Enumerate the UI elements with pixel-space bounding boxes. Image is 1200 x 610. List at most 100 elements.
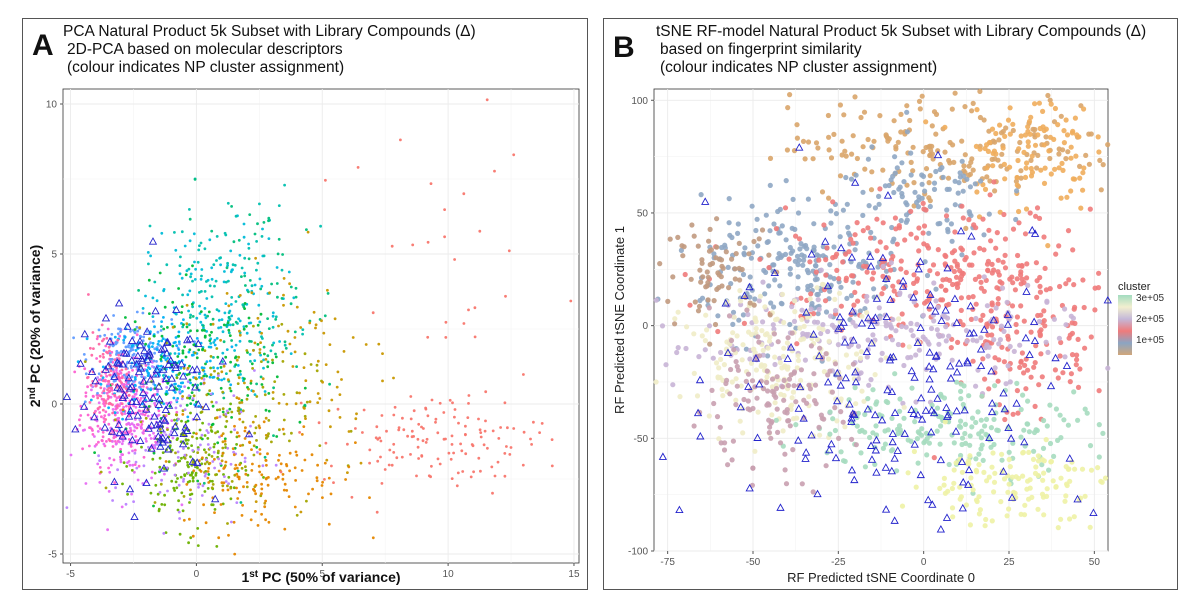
np-point bbox=[1016, 220, 1022, 226]
np-point bbox=[186, 438, 190, 442]
np-point bbox=[931, 186, 938, 192]
np-point bbox=[205, 393, 209, 397]
np-point bbox=[855, 343, 862, 349]
tsne-subtitle-1: based on fingerprint similarity bbox=[660, 41, 862, 58]
np-point bbox=[197, 448, 200, 451]
np-point bbox=[174, 480, 178, 484]
library-compound-marker bbox=[887, 466, 896, 475]
library-compound-marker bbox=[122, 349, 131, 357]
np-point bbox=[209, 323, 213, 326]
np-point bbox=[211, 322, 215, 326]
np-point bbox=[808, 343, 814, 349]
np-point bbox=[714, 244, 720, 250]
np-point bbox=[171, 436, 175, 440]
np-point bbox=[211, 479, 214, 483]
np-point bbox=[737, 288, 743, 294]
np-point bbox=[938, 391, 944, 397]
np-point bbox=[751, 302, 757, 308]
np-point bbox=[221, 410, 225, 414]
np-point bbox=[1018, 434, 1024, 440]
np-point bbox=[84, 394, 88, 398]
np-point bbox=[1013, 216, 1019, 223]
np-point bbox=[268, 291, 271, 295]
np-point bbox=[928, 325, 935, 332]
np-point bbox=[1048, 101, 1054, 107]
np-point bbox=[242, 235, 246, 239]
np-point bbox=[930, 312, 936, 318]
np-point bbox=[992, 139, 998, 145]
library-compound-marker bbox=[161, 374, 171, 382]
np-point bbox=[252, 488, 255, 491]
np-point bbox=[422, 427, 425, 430]
np-point bbox=[757, 256, 763, 262]
np-point bbox=[973, 456, 979, 462]
pca-title: PCA Natural Product 5k Subset with Libra… bbox=[63, 23, 476, 40]
np-point bbox=[329, 425, 332, 429]
np-point bbox=[210, 455, 214, 458]
np-point bbox=[922, 188, 928, 194]
np-point bbox=[177, 287, 181, 290]
np-point bbox=[1021, 318, 1027, 324]
np-point bbox=[308, 321, 312, 325]
np-point bbox=[715, 313, 721, 319]
np-point bbox=[162, 532, 166, 535]
np-point bbox=[1074, 357, 1080, 363]
np-point bbox=[145, 439, 148, 443]
library-compound-marker bbox=[941, 305, 950, 314]
np-point bbox=[894, 165, 900, 171]
np-point bbox=[92, 395, 95, 398]
np-point bbox=[814, 252, 820, 258]
library-compound-marker bbox=[851, 367, 860, 376]
np-point bbox=[848, 236, 854, 242]
np-point bbox=[790, 389, 796, 395]
np-point bbox=[1009, 303, 1016, 309]
np-point bbox=[825, 328, 831, 335]
np-point bbox=[109, 354, 112, 357]
np-point bbox=[231, 263, 235, 267]
np-point bbox=[235, 486, 238, 490]
np-point bbox=[869, 276, 875, 282]
np-point bbox=[274, 352, 277, 356]
np-point bbox=[118, 334, 122, 338]
np-point bbox=[235, 396, 239, 400]
np-point bbox=[730, 438, 736, 444]
np-point bbox=[988, 238, 994, 244]
library-compound-marker bbox=[71, 424, 80, 433]
np-point bbox=[785, 364, 791, 370]
library-compound-marker bbox=[1025, 350, 1034, 358]
np-point bbox=[227, 304, 231, 308]
np-point bbox=[893, 144, 899, 150]
np-point bbox=[1071, 389, 1077, 395]
np-point bbox=[226, 484, 229, 488]
np-point bbox=[893, 226, 899, 232]
np-point bbox=[220, 454, 224, 458]
np-point bbox=[119, 450, 122, 454]
np-point bbox=[176, 456, 180, 459]
np-point bbox=[958, 418, 964, 424]
np-point bbox=[120, 368, 124, 372]
np-point bbox=[892, 215, 898, 221]
np-point bbox=[174, 248, 178, 252]
np-point bbox=[271, 358, 274, 362]
np-point bbox=[264, 459, 268, 462]
np-point bbox=[240, 275, 243, 278]
np-point bbox=[992, 470, 998, 476]
np-point bbox=[361, 431, 364, 434]
np-point bbox=[702, 347, 708, 353]
np-point bbox=[1028, 374, 1034, 380]
np-point bbox=[453, 258, 456, 261]
np-point bbox=[1077, 163, 1083, 169]
np-point bbox=[92, 347, 95, 350]
np-point bbox=[952, 229, 958, 235]
np-point bbox=[1041, 180, 1048, 186]
np-point bbox=[96, 396, 100, 400]
np-point bbox=[914, 199, 920, 205]
np-point bbox=[267, 432, 270, 436]
library-compound-marker bbox=[1020, 437, 1029, 446]
np-point bbox=[262, 254, 266, 258]
np-point bbox=[919, 426, 925, 432]
np-point bbox=[438, 462, 442, 466]
y-tick-label: 50 bbox=[637, 208, 649, 219]
np-point bbox=[315, 476, 319, 480]
